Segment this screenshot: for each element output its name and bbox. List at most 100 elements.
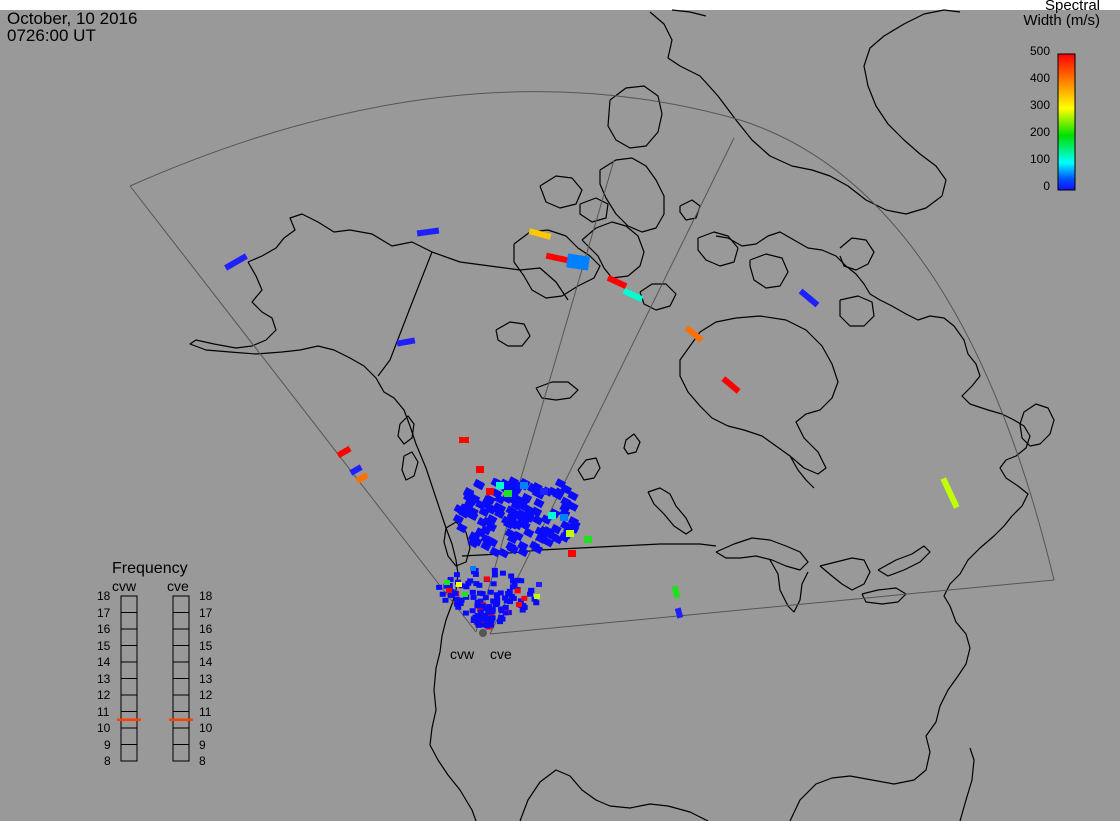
scatter-cell <box>491 572 498 578</box>
scatter-cell <box>567 501 579 512</box>
scatter-cell <box>489 546 501 558</box>
scatter-cell <box>456 582 462 587</box>
colorbar-title-line2: Width (m/s) <box>1023 12 1100 29</box>
scatter-cell <box>498 614 505 620</box>
scatter-cell <box>491 488 503 499</box>
frequency-scale-label: 10 <box>199 721 213 735</box>
scatter-cell <box>480 540 492 552</box>
scatter-cell <box>486 609 493 615</box>
colorbar-title-line1: Spectral <box>1044 0 1100 14</box>
scatter-cell <box>436 584 443 590</box>
scatter-cell <box>552 489 564 501</box>
scatter-segment <box>355 472 369 484</box>
scatter-cell <box>559 502 571 514</box>
baja-coast <box>519 769 709 821</box>
scatter-cell <box>496 482 504 489</box>
scatter-cell <box>452 513 464 525</box>
scatter-cell <box>482 495 494 506</box>
scatter-cell <box>474 619 481 625</box>
scatter-cell <box>446 588 452 593</box>
scatter-cell <box>584 536 592 543</box>
scatter-cell <box>548 512 556 519</box>
scatter-data <box>224 227 960 630</box>
scatter-cell <box>472 478 485 490</box>
scatter-cell <box>498 606 505 612</box>
scatter-cell <box>508 573 515 579</box>
scatter-segment <box>684 325 704 343</box>
frequency-scale-label: 9 <box>199 737 206 752</box>
scatter-cell <box>476 590 483 596</box>
scatter-cell <box>506 543 518 554</box>
scatter-cell <box>533 600 540 606</box>
labrador-coast <box>839 237 875 327</box>
scatter-cell <box>475 499 487 511</box>
scatter-cell <box>567 490 579 502</box>
scatter-cell <box>521 595 528 601</box>
scatter-cell <box>468 531 480 542</box>
hudson-bay <box>679 315 839 475</box>
scatter-cell <box>470 594 477 600</box>
scatter-cell <box>505 505 517 516</box>
scatter-cell <box>540 488 548 495</box>
radar-site-marker <box>479 629 487 637</box>
scatter-cell <box>517 546 529 558</box>
scatter-cell <box>462 592 468 597</box>
scatter-cell <box>489 615 496 621</box>
frequency-scale-label: 10 <box>97 721 111 735</box>
frequency-scale-label: 14 <box>199 655 213 669</box>
scatter-cell <box>453 572 460 578</box>
frequency-scale-label: 15 <box>97 638 111 653</box>
frequency-scale-label: 16 <box>199 622 213 636</box>
scatter-cell <box>482 617 489 623</box>
scatter-cell <box>502 604 509 610</box>
scatter-cell <box>519 607 526 613</box>
scatter-cell <box>517 497 529 509</box>
scatter-cell <box>490 581 497 587</box>
scatter-cell <box>521 605 528 611</box>
radar-label-cvw: cvw <box>450 646 475 662</box>
scatter-cell <box>514 577 521 583</box>
scatter-segment <box>566 253 590 271</box>
scatter-cell <box>518 578 525 584</box>
scatter-cell <box>487 618 494 624</box>
fov-east-edge <box>489 579 1055 635</box>
scatter-cell <box>494 508 506 519</box>
scatter-cell <box>463 499 475 511</box>
scatter-cell <box>560 514 568 521</box>
scatter-cell <box>504 528 516 539</box>
scatter-segment <box>940 477 960 509</box>
frequency-scale-label: 18 <box>97 589 111 603</box>
arctic-islands <box>495 85 789 401</box>
colorbar-tick: 300 <box>1029 98 1050 112</box>
scatter-segment <box>396 337 416 347</box>
scatter-cell <box>473 581 480 587</box>
scatter-cell <box>508 593 515 599</box>
scatter-cell <box>506 588 513 594</box>
scatter-cell <box>504 490 512 497</box>
frequency-scale-label: 16 <box>97 622 111 636</box>
scatter-segment <box>224 253 248 271</box>
scatter-cell <box>469 589 476 595</box>
scatter-cell <box>497 619 504 625</box>
scatter-cell <box>514 588 521 594</box>
frequency-scale-label: 9 <box>104 737 111 752</box>
scatter-cell <box>520 482 528 489</box>
scatter-segment <box>545 252 569 264</box>
frequency-scale-label: 13 <box>199 671 213 686</box>
scatter-cell <box>470 616 477 622</box>
scatter-cell <box>492 502 504 513</box>
top-border <box>0 0 1120 10</box>
scatter-cell <box>532 514 544 526</box>
scatter-cell <box>515 517 528 528</box>
scatter-cell <box>457 601 464 607</box>
frequency-column-label-cve: cve <box>167 578 189 594</box>
alaska-canada-border <box>377 251 433 377</box>
scatter-cell <box>523 527 535 538</box>
scatter-cell <box>442 597 449 603</box>
scatter-cell <box>499 570 506 576</box>
scatter-cell <box>507 599 514 605</box>
frequency-column-label-cvw: cvw <box>112 578 137 594</box>
scatter-cell <box>527 591 534 597</box>
